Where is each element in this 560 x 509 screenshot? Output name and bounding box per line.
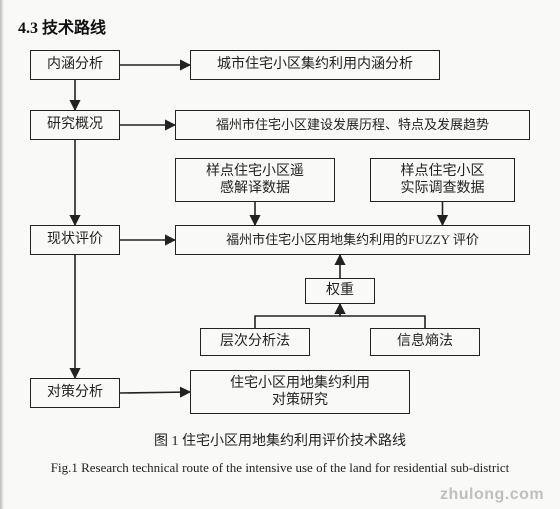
node-yanjiu-desc: 福州市住宅小区建设发展历程、特点及发展趋势 <box>175 110 530 140</box>
caption-zh: 图 1 住宅小区用地集约利用评价技术路线 <box>0 430 560 450</box>
node-duice-desc: 住宅小区用地集约利用对策研究 <box>190 370 410 414</box>
node-label: 城市住宅小区集约利用内涵分析 <box>217 56 413 74</box>
node-diaocha: 样点住宅小区实际调查数据 <box>370 158 515 202</box>
node-quanzhong: 权重 <box>305 278 375 304</box>
node-fuzzy: 福州市住宅小区用地集约利用的FUZZY 评价 <box>175 225 530 255</box>
node-label: 对策分析 <box>47 384 103 402</box>
node-label: 样点住宅小区遥感解译数据 <box>206 163 304 198</box>
node-ahp: 层次分析法 <box>200 328 310 356</box>
node-label: 内涵分析 <box>47 56 103 74</box>
watermark: zhulong.com <box>440 486 544 504</box>
node-label: 福州市住宅小区用地集约利用的FUZZY 评价 <box>226 232 479 248</box>
node-entropy: 信息熵法 <box>370 328 480 356</box>
node-duice: 对策分析 <box>30 378 120 408</box>
section-heading: 4.3 技术路线 <box>18 14 106 38</box>
node-label: 样点住宅小区实际调查数据 <box>401 163 485 198</box>
node-label: 研究概况 <box>47 116 103 134</box>
node-label: 信息熵法 <box>397 333 453 351</box>
node-label: 层次分析法 <box>220 333 290 351</box>
node-xianzhuang: 现状评价 <box>30 225 120 255</box>
node-yanjiu: 研究概况 <box>30 110 120 140</box>
caption-en: Fig.1 Research technical route of the in… <box>0 460 560 476</box>
node-neihan: 内涵分析 <box>30 50 120 80</box>
node-label: 福州市住宅小区建设发展历程、特点及发展趋势 <box>216 117 489 133</box>
node-label: 现状评价 <box>47 231 103 249</box>
node-label: 权重 <box>326 282 354 300</box>
page: 4.3 技术路线 内涵分析 城市住宅小区集约利用内涵分析 研究概况 福州市住宅小… <box>0 0 560 509</box>
node-neihan-desc: 城市住宅小区集约利用内涵分析 <box>190 50 440 80</box>
node-yaogan: 样点住宅小区遥感解译数据 <box>175 158 335 202</box>
node-label: 住宅小区用地集约利用对策研究 <box>230 375 370 410</box>
